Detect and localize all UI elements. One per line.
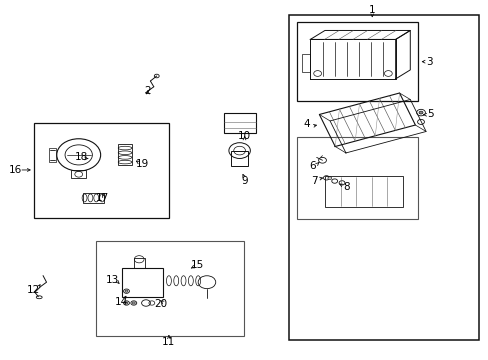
- Text: 4: 4: [303, 120, 309, 129]
- Bar: [297, 22, 417, 101]
- Bar: [230, 150, 248, 166]
- Circle shape: [327, 177, 331, 180]
- Circle shape: [418, 111, 422, 114]
- Text: 17: 17: [95, 193, 108, 203]
- Bar: [297, 137, 417, 220]
- Bar: [134, 258, 144, 268]
- Text: 11: 11: [162, 337, 175, 347]
- Bar: [224, 113, 255, 133]
- Text: 7: 7: [310, 176, 317, 186]
- Bar: [325, 176, 402, 207]
- Circle shape: [125, 302, 128, 304]
- Text: 3: 3: [426, 57, 432, 67]
- Bar: [82, 193, 104, 203]
- Circle shape: [125, 290, 128, 292]
- Bar: [301, 54, 310, 72]
- Bar: [71, 170, 86, 178]
- Text: 2: 2: [144, 86, 151, 96]
- Text: 13: 13: [106, 275, 119, 285]
- Bar: [122, 268, 163, 297]
- Text: 19: 19: [135, 159, 148, 169]
- Bar: [289, 15, 478, 339]
- Text: 14: 14: [115, 297, 128, 307]
- Text: 18: 18: [74, 152, 87, 162]
- Text: 20: 20: [154, 299, 167, 309]
- Bar: [96, 241, 244, 336]
- Text: 15: 15: [191, 260, 204, 270]
- Text: 16: 16: [9, 165, 22, 175]
- Bar: [34, 123, 168, 218]
- Text: 10: 10: [238, 131, 250, 141]
- Text: 9: 9: [241, 176, 247, 186]
- Text: 1: 1: [368, 5, 375, 15]
- Bar: [49, 148, 56, 162]
- Text: 8: 8: [343, 182, 349, 192]
- Circle shape: [132, 302, 135, 304]
- Text: 6: 6: [309, 161, 315, 171]
- Bar: [118, 144, 132, 165]
- Text: 5: 5: [427, 109, 433, 119]
- Text: 12: 12: [27, 285, 41, 296]
